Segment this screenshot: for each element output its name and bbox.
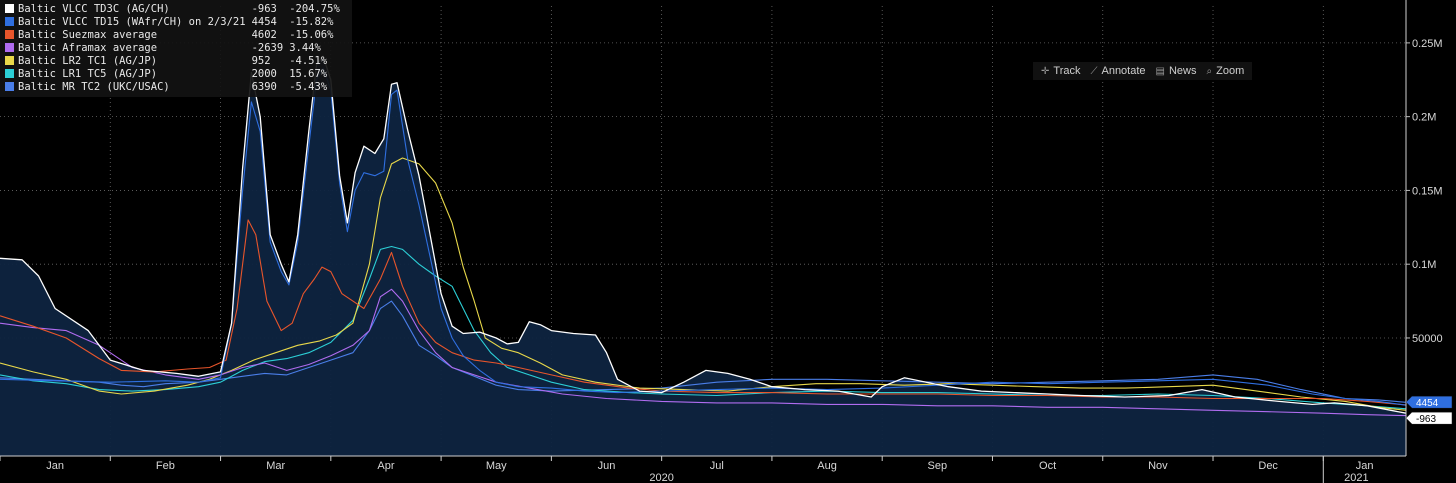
legend-change: -4.51%: [289, 55, 328, 67]
legend-series-name: Baltic Suezmax average: [18, 29, 158, 41]
legend: Baltic VLCC TD3C (AG/CH) -963 -204.75% Balt…: [0, 0, 352, 97]
legend-series-name: Baltic Aframax average: [18, 42, 158, 54]
series-line-2: [0, 219, 1407, 406]
value-badge-shape: [1405, 411, 1453, 425]
y-tick-label: 0.15M: [1412, 185, 1443, 197]
toolbar-track-button[interactable]: ✛ Track: [1041, 65, 1080, 77]
legend-last-value: -2639: [251, 42, 284, 54]
series-line-1: [0, 67, 1407, 406]
toolbar-label: Annotate: [1101, 65, 1146, 77]
legend-swatch: [5, 56, 14, 65]
x-tick-label: Feb: [156, 460, 175, 472]
legend-change: -15.82%: [289, 16, 334, 28]
legend-last-value: 4602: [251, 29, 277, 41]
pencil-icon: ⟋: [1090, 65, 1098, 77]
news-icon: ▤: [1155, 65, 1165, 77]
toolbar-label: Track: [1053, 65, 1081, 77]
y-tick-label: 50000: [1412, 333, 1443, 345]
series-area-0: [0, 56, 1406, 456]
legend-last-value: 6390: [251, 81, 277, 93]
legend-entry: Baltic Aframax average -2639 3.44%: [5, 42, 346, 55]
value-badge: 4454: [1405, 395, 1453, 409]
value-badge-label: -963: [1416, 414, 1436, 425]
legend-change: -15.06%: [289, 29, 334, 41]
y-tick-label: 0.25M: [1412, 38, 1443, 50]
legend-last-value: 952: [251, 55, 271, 67]
y-tick-label: 0.1M: [1412, 259, 1436, 271]
series-line-0: [0, 55, 1407, 414]
legend-last-value: -963: [251, 3, 277, 15]
legend-change: -5.43%: [289, 81, 328, 93]
x-tick-label: Oct: [1039, 460, 1056, 472]
legend-entry: Baltic Suezmax average 4602 -15.06%: [5, 29, 346, 42]
chart-toolbar: ✛ Track ⟋ Annotate ▤ News ⌕ Zoom: [1033, 62, 1253, 80]
legend-swatch: [5, 17, 14, 26]
legend-swatch: [5, 43, 14, 52]
toolbar-label: Zoom: [1216, 65, 1245, 77]
legend-entry: Baltic LR1 TC5 (AG/JP) 2000 15.67%: [5, 68, 346, 81]
series-line-3: [0, 288, 1407, 417]
legend-series-name: Baltic LR2 TC1 (AG/JP): [18, 55, 158, 67]
legend-swatch: [5, 69, 14, 78]
legend-series-name: Baltic VLCC TD15 (WAfr/CH) on 2/3/21: [18, 16, 246, 28]
legend-entry: Baltic VLCC TD3C (AG/CH) -963 -204.75%: [5, 3, 346, 16]
x-tick-label: Jun: [598, 460, 616, 472]
legend-entry: Baltic LR2 TC1 (AG/JP) 952 -4.51%: [5, 55, 346, 68]
value-badge: -963: [1405, 411, 1453, 425]
legend-entry: Baltic VLCC TD15 (WAfr/CH) on 2/3/21 4454…: [5, 16, 346, 29]
y-tick-label: 0.2M: [1412, 112, 1436, 124]
legend-series-name: Baltic MR TC2 (UKC/USAC): [18, 81, 170, 93]
legend-change: -204.75%: [289, 3, 340, 15]
area-fill: [0, 56, 1406, 456]
x-year-label: 2020: [649, 472, 673, 483]
legend-change: 3.44%: [289, 42, 321, 54]
x-tick-label: Apr: [377, 460, 394, 472]
legend-swatch: [5, 82, 14, 91]
legend-entry: Baltic MR TC2 (UKC/USAC) 6390 -5.43%: [5, 81, 346, 94]
series-line-4: [0, 157, 1407, 411]
x-tick-label: Aug: [817, 460, 837, 472]
legend-swatch: [5, 30, 14, 39]
x-tick-label: Jan: [1356, 460, 1374, 472]
x-year-label: 2021: [1344, 472, 1368, 483]
toolbar-annotate-button[interactable]: ⟋ Annotate: [1090, 65, 1145, 77]
x-tick-label: Jul: [710, 460, 724, 472]
x-tick-label: Dec: [1258, 460, 1278, 472]
value-badge-label: 4454: [1416, 398, 1439, 409]
x-tick-label: Jan: [46, 460, 64, 472]
value-badge-shape: [1405, 395, 1453, 409]
toolbar-news-button[interactable]: ▤ News: [1156, 65, 1197, 77]
legend-change: 15.67%: [289, 68, 328, 80]
toolbar-zoom-button[interactable]: ⌕ Zoom: [1207, 65, 1245, 77]
legend-series-name: Baltic LR1 TC5 (AG/JP): [18, 68, 158, 80]
legend-last-value: 2000: [251, 68, 277, 80]
x-tick-label: Sep: [928, 460, 948, 472]
x-tick-label: Mar: [266, 460, 285, 472]
zoom-icon: ⌕: [1206, 65, 1213, 77]
x-tick-label: Nov: [1148, 460, 1168, 472]
series-lines: [0, 55, 1407, 417]
x-tick-label: May: [486, 460, 507, 472]
legend-last-value: 4454: [251, 16, 277, 28]
toolbar-label: News: [1168, 65, 1197, 77]
crosshair-icon: ✛: [1041, 65, 1050, 77]
legend-series-name: Baltic VLCC TD3C (AG/CH): [18, 3, 170, 15]
value-badges: 4454 -963: [1405, 395, 1453, 425]
legend-swatch: [5, 4, 14, 13]
